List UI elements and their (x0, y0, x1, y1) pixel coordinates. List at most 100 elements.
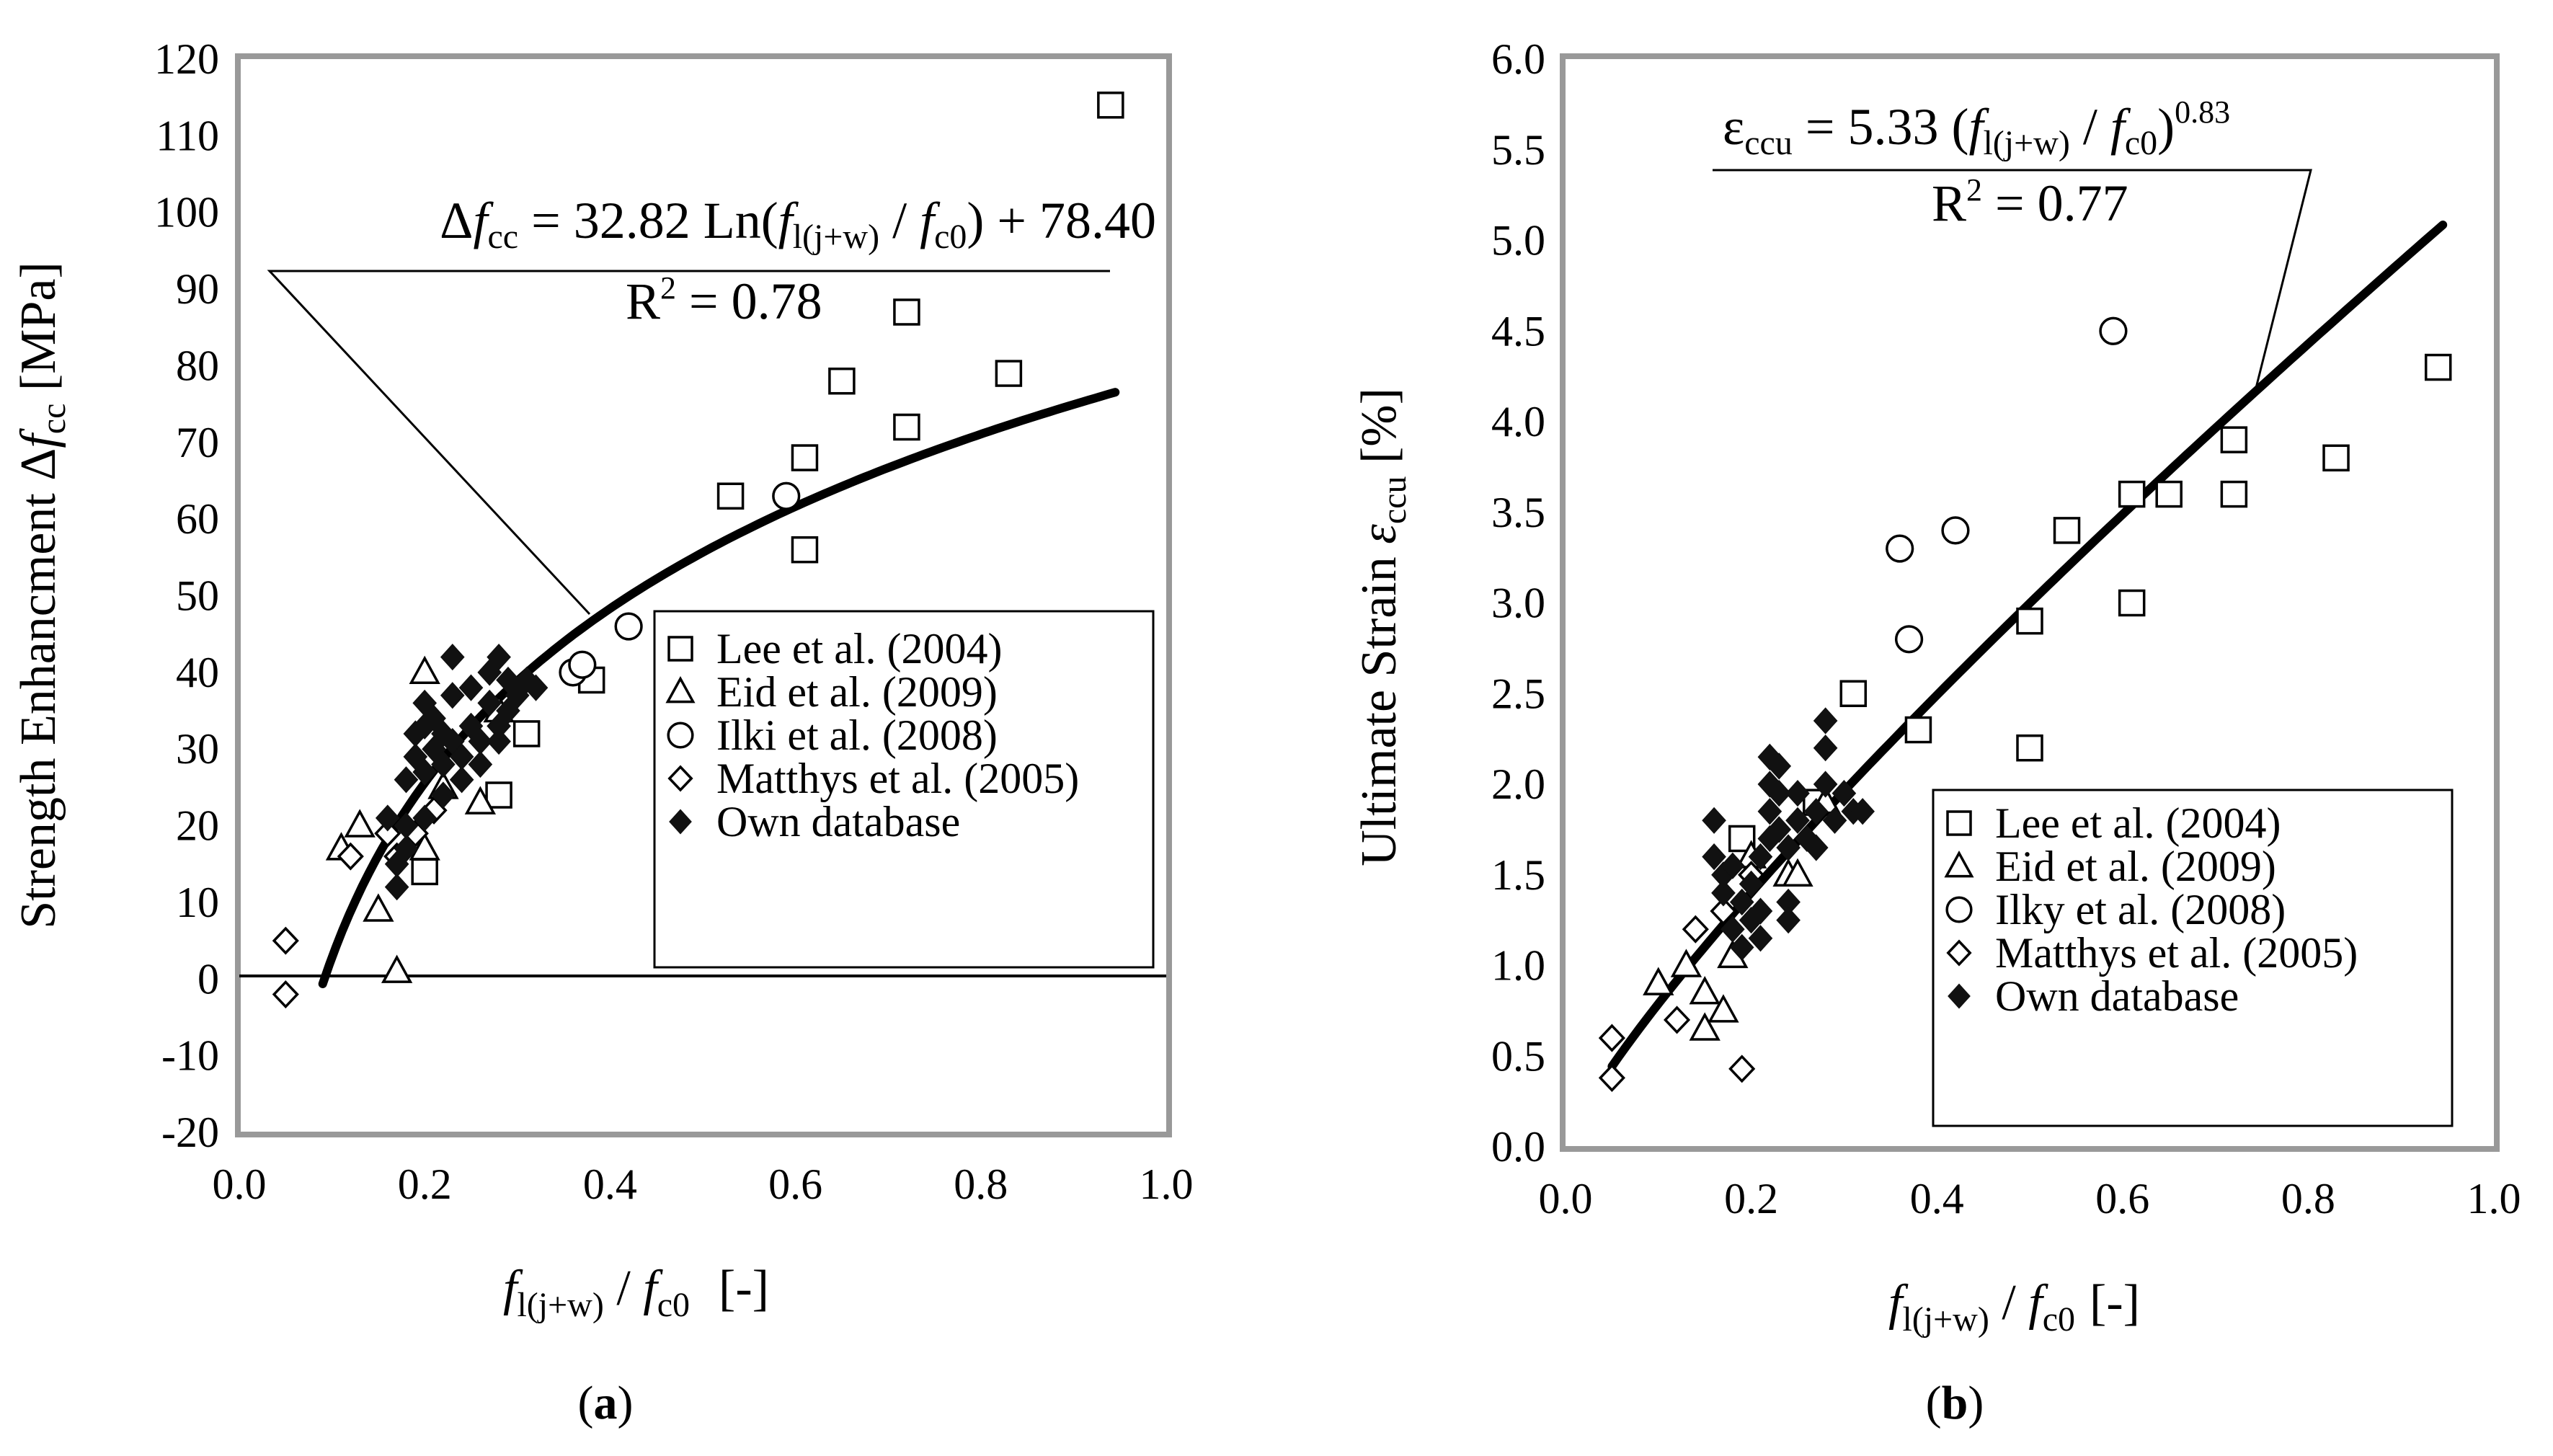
legend-label: Matthys et al. (2005) (1995, 929, 2358, 977)
data-point (1748, 897, 1773, 925)
data-point (431, 720, 456, 747)
legend-marker (1945, 896, 1973, 923)
legend-label: Own database (716, 798, 960, 845)
data-point (1795, 825, 1819, 853)
panel-a-ylabel: Strength Enhancment Δfcc [MPa] (11, 262, 73, 929)
panel-b-ylabel: Ultimate Strain εccu [%] (1351, 388, 1413, 866)
data-point (1941, 516, 1970, 545)
legend-marker (1946, 939, 1972, 967)
y-tick-label: 60 (176, 495, 219, 543)
panel-b-equation-leader (1713, 169, 2312, 394)
data-point (791, 536, 819, 564)
data-point (431, 781, 456, 809)
data-point (2118, 480, 2146, 508)
data-point (1776, 907, 1801, 934)
x-tick-label: 0.0 (213, 1160, 267, 1208)
data-point (1720, 852, 1745, 879)
y-tick-label: 5.5 (1491, 126, 1545, 174)
data-point (2118, 589, 2146, 617)
legend-label: Lee et al. (2004) (716, 625, 1002, 672)
data-point (411, 858, 438, 886)
panel-a-equation: Δfcc = 32.82 Ln(fl(j+w) / fc0) + 78.40 (440, 192, 1156, 256)
data-point (409, 655, 440, 685)
panel-a-ticks: -20 -10 0 10 20 30 40 50 60 70 80 90 100 110 120 0.0 0.2… (154, 35, 1194, 1208)
y-tick-label: 110 (156, 112, 219, 159)
data-point (485, 781, 512, 809)
data-point (431, 750, 456, 778)
y-tick-label: 0 (197, 955, 219, 1003)
data-point (1767, 816, 1792, 843)
y-tick-label: 1.0 (1491, 942, 1545, 990)
panel-b: 0.0 0.5 1.0 1.5 2.0 2.5 3.0 3.5 4.0 4.5 5.0 5.5 6.0 0… (1351, 35, 2521, 1429)
data-point (1702, 843, 1726, 871)
y-tick-label: 2.0 (1491, 760, 1545, 808)
y-tick-label: 3.0 (1491, 580, 1545, 627)
data-point (1785, 779, 1810, 807)
y-tick-label: 1.5 (1491, 851, 1545, 899)
x-tick-label: 0.6 (2095, 1175, 2149, 1222)
data-point (1728, 1055, 1756, 1083)
panel-b-legend-box (1932, 789, 2454, 1127)
data-point (1785, 807, 1810, 834)
data-point (2053, 517, 2081, 544)
x-tick-label: 0.8 (2281, 1175, 2335, 1222)
data-point (458, 674, 484, 701)
data-point (1663, 1006, 1691, 1034)
y-tick-label: 80 (176, 342, 219, 389)
data-point (1729, 933, 1754, 961)
data-point (1813, 734, 1838, 762)
data-point (384, 874, 409, 901)
panel-b-points (1598, 316, 2452, 1092)
y-tick-label: 90 (176, 265, 219, 313)
data-point (394, 766, 419, 794)
panel-b-ticks: 0.0 0.5 1.0 1.5 2.0 2.5 3.0 3.5 4.0 4.5 5.0 5.5 6.0 0… (1491, 35, 2521, 1222)
data-point (1803, 798, 1829, 825)
data-point (1708, 994, 1739, 1023)
data-point (464, 786, 497, 814)
data-point (381, 954, 413, 983)
legend-label: Eid et al. (2009) (716, 668, 998, 716)
data-point (337, 842, 364, 871)
y-tick-label: -20 (161, 1109, 219, 1156)
data-point (1711, 879, 1736, 907)
data-point (1702, 807, 1726, 834)
legend-marker (665, 675, 696, 703)
data-point (449, 766, 474, 794)
data-point (1670, 949, 1702, 977)
data-point (1757, 771, 1782, 798)
y-tick-label: 0.0 (1491, 1123, 1545, 1171)
y-tick-label: 50 (176, 572, 219, 620)
data-point (440, 643, 465, 671)
x-tick-label: 0.4 (1910, 1175, 1964, 1222)
data-point (1850, 798, 1875, 825)
legend-label: Ilki et al. (2008) (716, 711, 998, 759)
data-point (374, 819, 401, 848)
y-tick-label: 40 (176, 649, 219, 696)
data-point (394, 835, 419, 863)
legend-label: Eid et al. (2009) (1995, 843, 2276, 890)
data-point (1832, 779, 1857, 807)
y-tick-label: 20 (176, 802, 219, 850)
data-point (1757, 798, 1782, 825)
y-tick-label: 0.5 (1491, 1032, 1545, 1080)
data-point (487, 727, 511, 755)
data-point (1598, 1063, 1625, 1092)
data-point (1782, 858, 1813, 887)
data-point (375, 804, 400, 832)
data-point (1767, 779, 1792, 807)
data-point (2016, 607, 2043, 635)
data-point (344, 809, 376, 838)
legend-marker (1948, 983, 1971, 1009)
data-point (1894, 625, 1924, 654)
data-point (1776, 834, 1801, 861)
panel-b-equation: εccu = 5.33 (fl(j+w) / fc0)0.83 (1723, 94, 2230, 162)
data-point (1097, 92, 1124, 119)
legend-marker (667, 636, 693, 662)
data-point (412, 804, 438, 832)
data-point (995, 360, 1023, 387)
data-point (512, 720, 541, 747)
x-tick-label: 1.0 (2467, 1175, 2521, 1222)
x-tick-label: 0.4 (583, 1160, 637, 1208)
panel-a-points (272, 92, 1124, 1009)
x-tick-label: 0.2 (398, 1160, 452, 1208)
